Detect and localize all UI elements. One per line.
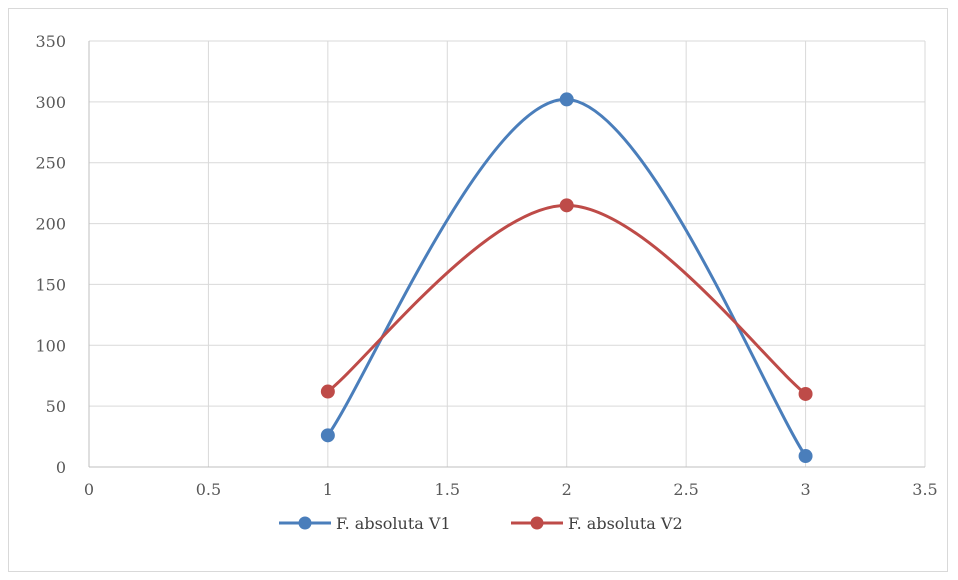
y-tick-label: 50 [46, 397, 66, 416]
y-tick-label: 100 [35, 336, 66, 355]
legend-label-2: F. absoluta V2 [568, 514, 683, 533]
x-tick-label: 1 [323, 480, 333, 499]
data-point-series-1 [559, 92, 574, 107]
data-point-series-1 [320, 428, 335, 443]
y-tick-label: 250 [35, 154, 66, 173]
y-tick-label: 200 [35, 215, 66, 234]
data-point-series-2 [320, 384, 335, 399]
x-tick-label: 0.5 [196, 480, 221, 499]
x-tick-label: 1.5 [435, 480, 460, 499]
data-point-series-2 [798, 386, 813, 401]
x-tick-label: 2 [562, 480, 572, 499]
y-tick-label: 150 [35, 275, 66, 294]
x-tick-label: 3.5 [912, 480, 937, 499]
data-point-series-2 [559, 198, 574, 213]
series-layer [320, 92, 813, 464]
y-tick-label: 300 [35, 93, 66, 112]
legend-marker-1 [298, 516, 312, 530]
y-tick-label: 350 [35, 32, 66, 51]
axes: 0 0.5 1 1.5 2 2.5 3 3.5 0 50 100 150 200 250 300 350 [35, 32, 937, 499]
y-tick-label: 0 [56, 458, 66, 477]
x-tick-label: 2.5 [673, 480, 698, 499]
legend: F. absoluta V1 F. absoluta V2 [279, 514, 683, 533]
x-tick-label: 0 [84, 480, 94, 499]
data-point-series-1 [798, 449, 813, 464]
gridlines [89, 40, 926, 467]
x-tick-label: 3 [800, 480, 810, 499]
legend-label-1: F. absoluta V1 [336, 514, 451, 533]
legend-marker-2 [530, 516, 544, 530]
